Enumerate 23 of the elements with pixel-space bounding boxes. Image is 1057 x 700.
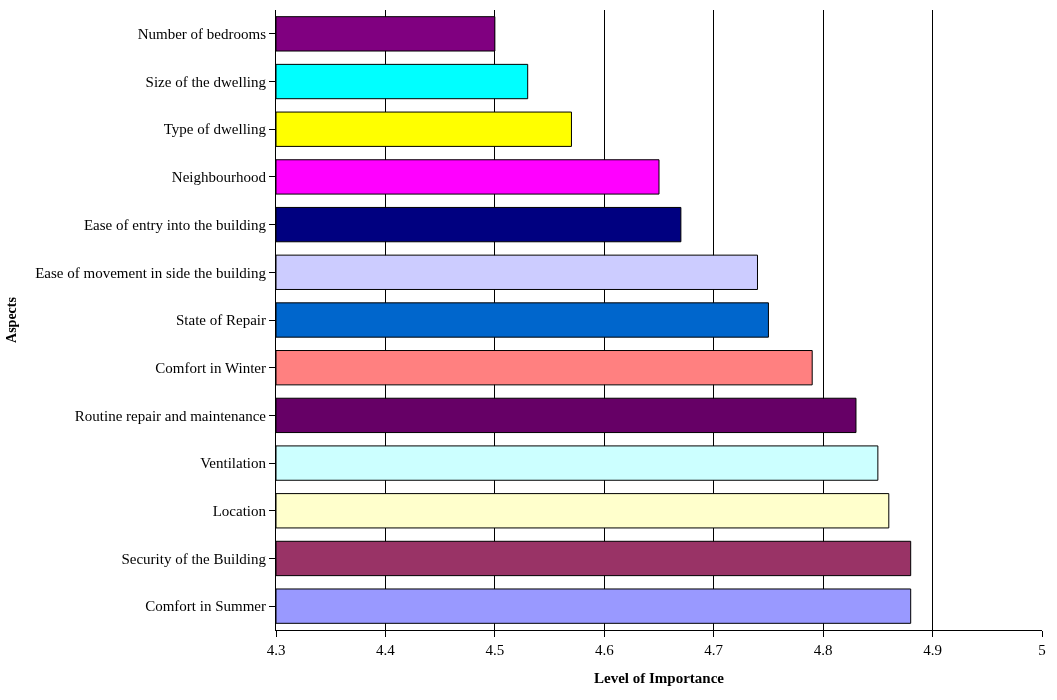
y-tick-label: Number of bedrooms bbox=[137, 26, 267, 43]
y-tick-label: Neighbourhood bbox=[171, 169, 267, 186]
x-tick-label: 4.9 bbox=[923, 642, 942, 658]
y-axis-title: Aspects bbox=[3, 296, 19, 343]
x-tick-label: 4.7 bbox=[704, 642, 724, 658]
x-tick-label: 4.8 bbox=[813, 642, 833, 658]
y-tick-label: Type of dwelling bbox=[163, 121, 267, 138]
y-tick-label: Ease of entry into the building bbox=[83, 216, 267, 233]
x-tick-label: 5 bbox=[1038, 642, 1046, 658]
x-axis-title: Level of Importance bbox=[594, 670, 725, 686]
y-tick-label: Size of the dwelling bbox=[145, 73, 267, 90]
x-tick-label: 4.6 bbox=[594, 642, 615, 658]
y-tick-label: State of Repair bbox=[176, 312, 266, 329]
x-tick-label: 4.5 bbox=[485, 642, 505, 658]
y-tick-label: Comfort in Summer bbox=[145, 598, 266, 615]
x-tick-label: 4.4 bbox=[376, 642, 396, 658]
y-tick-label: Location bbox=[212, 503, 267, 520]
y-tick-label: Ventilation bbox=[200, 455, 267, 472]
x-tick-label: 4.3 bbox=[266, 642, 286, 658]
y-tick-label: Ease of movement in side the building bbox=[35, 264, 267, 281]
y-tick-label: Security of the Building bbox=[121, 550, 267, 567]
y-tick-label: Routine repair and maintenance bbox=[74, 407, 267, 424]
y-tick-label: Comfort in Winter bbox=[155, 359, 266, 376]
